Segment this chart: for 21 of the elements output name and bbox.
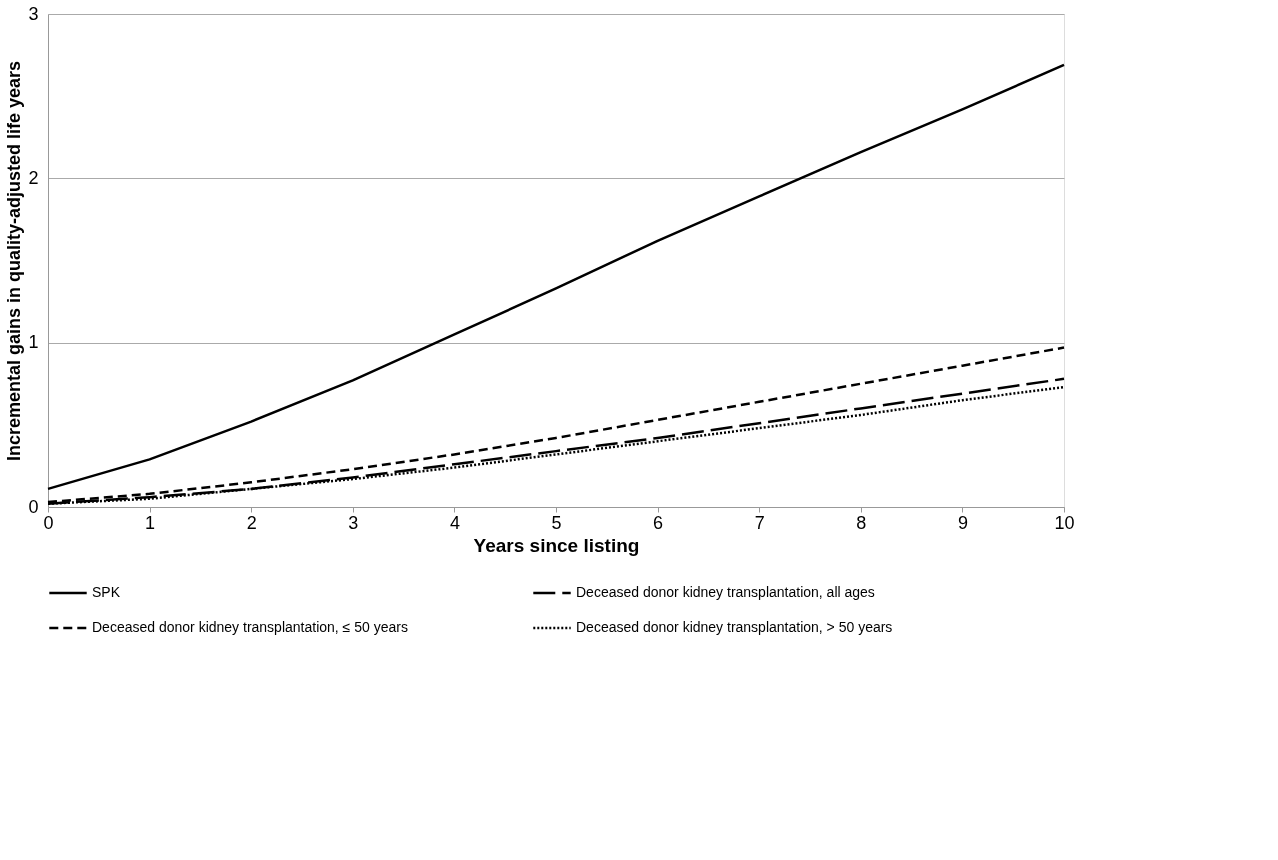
y-tick-label: 1 [28,332,39,353]
x-tick-label: 3 [348,512,359,533]
y-tick-label: 3 [28,3,39,24]
x-tick-label: 10 [1054,512,1075,533]
x-tick-label: 1 [145,512,156,533]
x-tick-label: 4 [449,512,460,533]
y-tick-label: 2 [28,167,39,188]
legend-label: Deceased donor kidney transplantation, ≤ 50 years [92,619,408,635]
y-axis-title: Incremental gains in quality-adjusted life years [4,60,25,462]
x-tick-label: 9 [957,512,968,533]
x-tick-label: 5 [551,512,562,533]
legend-label: SPK [92,584,121,600]
x-tick-label: 0 [43,512,54,533]
y-tick-label: 0 [28,496,39,517]
x-tick-label: 6 [653,512,664,533]
x-axis-title: Years since listing [473,534,640,556]
x-tick-label: 2 [246,512,257,533]
legend-label: Deceased donor kidney transplantation, > 50 years [576,619,893,635]
x-tick-label: 8 [856,512,867,533]
legend-label: Deceased donor kidney transplantation, all ages [576,584,875,600]
x-tick-label: 7 [754,512,765,533]
